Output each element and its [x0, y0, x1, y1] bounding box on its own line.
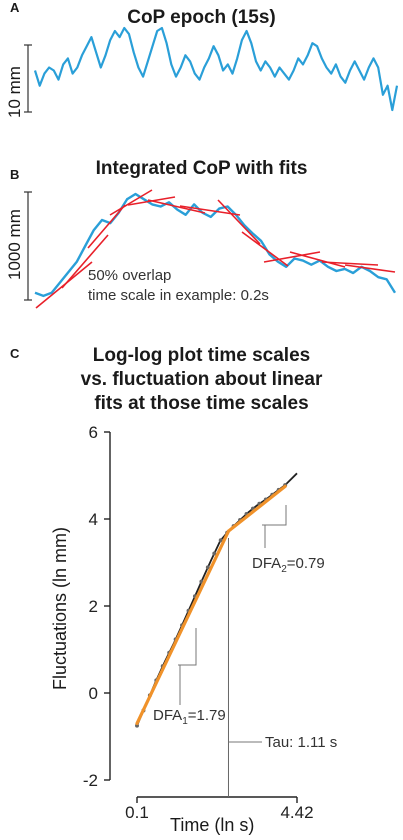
panel-b-fit-segment [321, 261, 379, 266]
panel-b-fit-segment [344, 264, 396, 273]
panel-c-fit-dfa1 [135, 529, 231, 726]
panel-b-fit-segment [147, 199, 206, 214]
panel-c-x-tick-label: 4.42 [280, 803, 313, 822]
panel-c-data-line [136, 472, 298, 726]
panel-b-caption-timescale: time scale in example: 0.2s [88, 287, 269, 304]
panel-c-data-point [212, 551, 217, 556]
panel-c-data-point [218, 538, 223, 543]
panel-c-dfa2-slope-triangle [262, 505, 287, 526]
panel-c-title-line1: Log-log plot time scales [92, 345, 311, 366]
panel-c-data-point [205, 565, 210, 570]
panel-c-dfa1-label: DFA1=1.79 [153, 707, 226, 727]
panel-c-y-tick-label: 2 [89, 597, 98, 616]
panel-b-fit-segment [241, 231, 289, 267]
panel-b-fit-segment [217, 199, 261, 245]
panel-c-dfa2-label: DFA2=0.79 [252, 555, 325, 575]
panel-c-title-line2: vs. fluctuation about linear [80, 369, 323, 390]
panel-c-tau-label: Tau: 1.11 s [265, 734, 337, 751]
panel-b-title: Integrated CoP with fits [95, 158, 308, 179]
panel-c-y-tick-label: 0 [89, 684, 98, 703]
panel-b-integrated-line [34, 192, 397, 298]
panel-a-letter: A [10, 0, 20, 15]
panel-c-fit-dfa2 [226, 484, 287, 533]
panel-b-letter: B [10, 167, 20, 182]
panel-b-caption-overlap: 50% overlap [88, 267, 172, 284]
panel-c-y-tick-label: -2 [83, 771, 98, 790]
panel-b-fit-segment [61, 234, 109, 289]
panel-b-fit-segment [263, 251, 321, 263]
panel-c-xlabel: Time (ln s) [170, 815, 255, 835]
panel-c-y-tick-label: 4 [89, 510, 98, 529]
panel-c-title-line3: fits at those time scales [94, 393, 309, 414]
panel-c-x-tick-label: 0.1 [125, 803, 149, 822]
panel-a-cop-line [33, 26, 399, 112]
panel-b-fit-segment [87, 204, 126, 249]
panel-b-fit-segment [289, 251, 346, 268]
panel-c-letter: C [10, 346, 20, 361]
panel-b-fit-segment [109, 189, 153, 216]
panel-a-title: CoP epoch (15s) [127, 7, 276, 28]
panel-c-y-tick-label: 6 [89, 423, 98, 442]
panel-c-dfa1-slope-triangle [178, 628, 197, 666]
